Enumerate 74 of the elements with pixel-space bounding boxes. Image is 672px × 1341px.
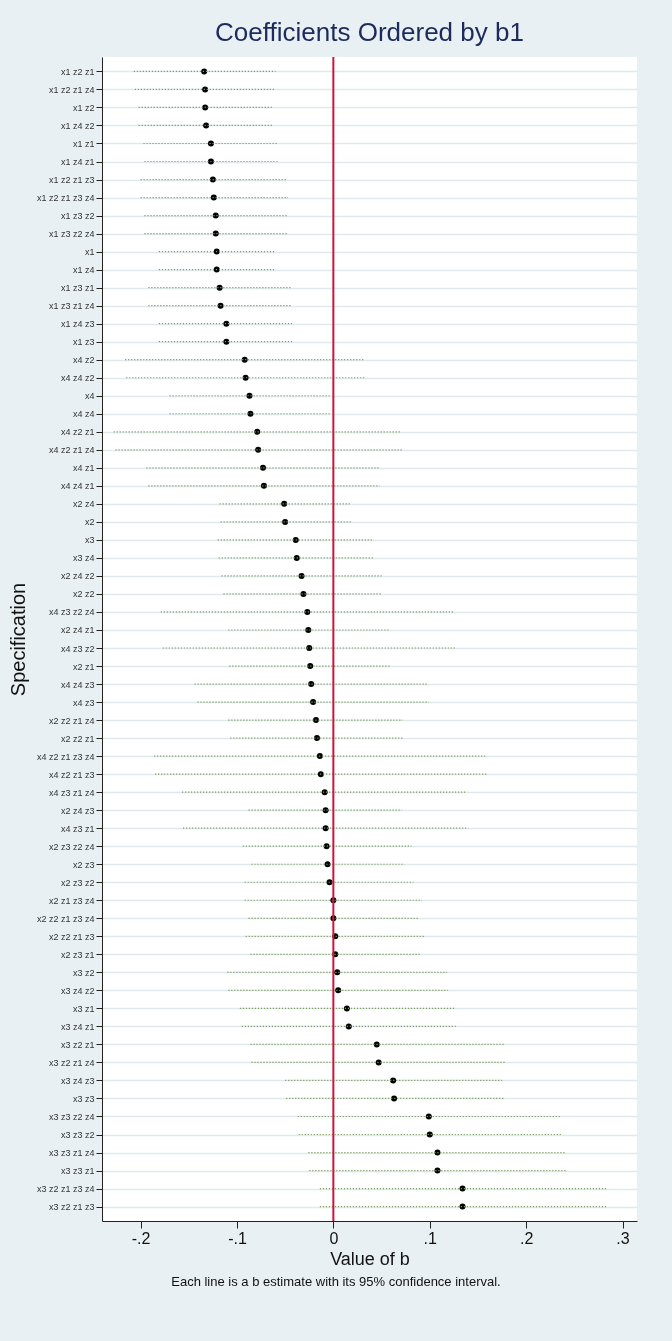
y-tick-label: x1 z3 <box>72 337 95 348</box>
x-tick-label: .3 <box>616 1229 630 1247</box>
y-tick-label: x1 z3 z2 z4 <box>48 229 95 240</box>
y-tick-label: x2 z2 z1 z3 z4 <box>36 913 95 924</box>
y-tick-label: x4 z4 <box>72 409 95 420</box>
y-tick-label: x1 z4 <box>72 265 95 276</box>
y-tick-label: x3 z3 z2 <box>60 1130 95 1141</box>
y-tick-label: x4 z2 z1 <box>60 427 95 438</box>
y-tick-label: x3 z2 z1 z4 <box>48 1057 95 1068</box>
y-tick-label: x3 z2 <box>72 967 95 978</box>
y-tick-label: x2 z2 <box>72 589 95 600</box>
y-tick-label: x3 z2 z1 z3 <box>48 1202 95 1213</box>
y-tick-label: x3 z3 <box>72 1093 95 1104</box>
y-tick-label: x4 z2 z1 z3 <box>48 769 95 780</box>
y-tick-label: x4 z4 z2 <box>60 373 95 384</box>
y-tick-label: x2 z3 <box>72 859 95 870</box>
y-tick-label: x3 z4 <box>72 553 95 564</box>
x-tick-label: 0 <box>329 1229 339 1247</box>
y-tick-label: x2 z3 z1 <box>60 949 95 960</box>
y-tick-label: x3 z4 z1 <box>60 1021 95 1032</box>
y-tick-label: x3 z4 z2 <box>60 985 95 996</box>
y-tick-label: x3 z2 z1 z3 z4 <box>36 1184 95 1195</box>
y-tick-label: x2 z2 z1 z3 <box>48 931 95 942</box>
y-tick-label: x3 z3 z2 z4 <box>48 1111 95 1122</box>
y-tick-label: x4 z2 z1 z3 z4 <box>36 751 95 762</box>
x-tick-label: .1 <box>423 1229 438 1247</box>
y-tick-label: x1 z4 z2 <box>60 120 95 131</box>
y-tick-label: x2 z3 z2 <box>60 877 95 888</box>
y-tick-label: x2 z2 z1 <box>60 733 95 744</box>
chart-title: Coefficients Ordered by b1 <box>215 17 524 47</box>
y-tick-label: x1 z3 z2 <box>60 211 95 222</box>
y-tick-label: x3 z3 z1 <box>60 1166 95 1177</box>
y-tick-label: x3 z1 <box>72 1003 95 1014</box>
y-tick-label: x2 z1 <box>72 661 95 672</box>
y-tick-label: x2 z4 z1 <box>60 625 95 636</box>
y-tick-label: x4 z3 z1 <box>60 823 95 834</box>
y-tick-label: x1 z2 z1 <box>60 66 95 77</box>
y-tick-label: x4 z2 <box>72 355 95 366</box>
y-tick-label: x4 z4 z1 <box>60 481 95 492</box>
y-tick-label: x4 z4 z3 <box>60 679 95 690</box>
y-tick-label: x4 z1 <box>72 463 95 474</box>
y-tick-label: x1 z2 z1 z3 z4 <box>36 193 95 204</box>
y-tick-label: x1 z2 z1 z4 <box>48 84 95 95</box>
y-tick-label: x4 z3 z2 <box>60 643 95 654</box>
y-tick-label: x1 z3 z1 z4 <box>48 301 95 312</box>
y-tick-label: x4 z3 z2 z4 <box>48 607 95 618</box>
y-tick-label: x2 z4 <box>72 499 95 510</box>
y-tick-label: x1 z2 <box>72 102 95 113</box>
y-tick-label: x2 z2 z1 z4 <box>48 715 95 726</box>
y-tick-label: x3 z4 z3 <box>60 1075 95 1086</box>
y-tick-label: x4 z2 z1 z4 <box>48 445 95 456</box>
x-tick-label: -.1 <box>228 1229 247 1247</box>
y-tick-label: x4 z3 z1 z4 <box>48 787 95 798</box>
y-tick-label: x3 z2 z1 <box>60 1039 95 1050</box>
y-tick-label: x1 <box>84 247 95 258</box>
y-tick-label: x2 z1 z3 z4 <box>48 895 95 906</box>
y-tick-label: x1 z3 z1 <box>60 283 95 294</box>
x-axis-title: Value of b <box>330 1248 410 1269</box>
y-tick-label: x1 z2 z1 z3 <box>48 175 95 186</box>
y-tick-label: x3 <box>84 535 95 546</box>
x-tick-label: -.2 <box>131 1229 151 1247</box>
y-tick-label: x3 z3 z1 z4 <box>48 1148 95 1159</box>
x-tick-label: .2 <box>519 1229 534 1247</box>
y-tick-label: x2 z3 z2 z4 <box>48 841 95 852</box>
text: Each line is a b estimate with its 95% confidence interval. <box>170 1274 502 1289</box>
y-axis-title: Specification <box>6 582 29 697</box>
y-tick-label: x4 <box>84 391 95 402</box>
y-tick-label: x1 z1 <box>72 138 95 149</box>
y-tick-label: x1 z4 z3 <box>60 319 95 330</box>
y-tick-label: x2 z4 z2 <box>60 571 95 582</box>
y-tick-label: x2 z4 z3 <box>60 805 95 816</box>
y-tick-label: x2 <box>84 517 95 528</box>
y-tick-label: x1 z4 z1 <box>60 157 95 168</box>
y-tick-label: x4 z3 <box>72 697 95 708</box>
